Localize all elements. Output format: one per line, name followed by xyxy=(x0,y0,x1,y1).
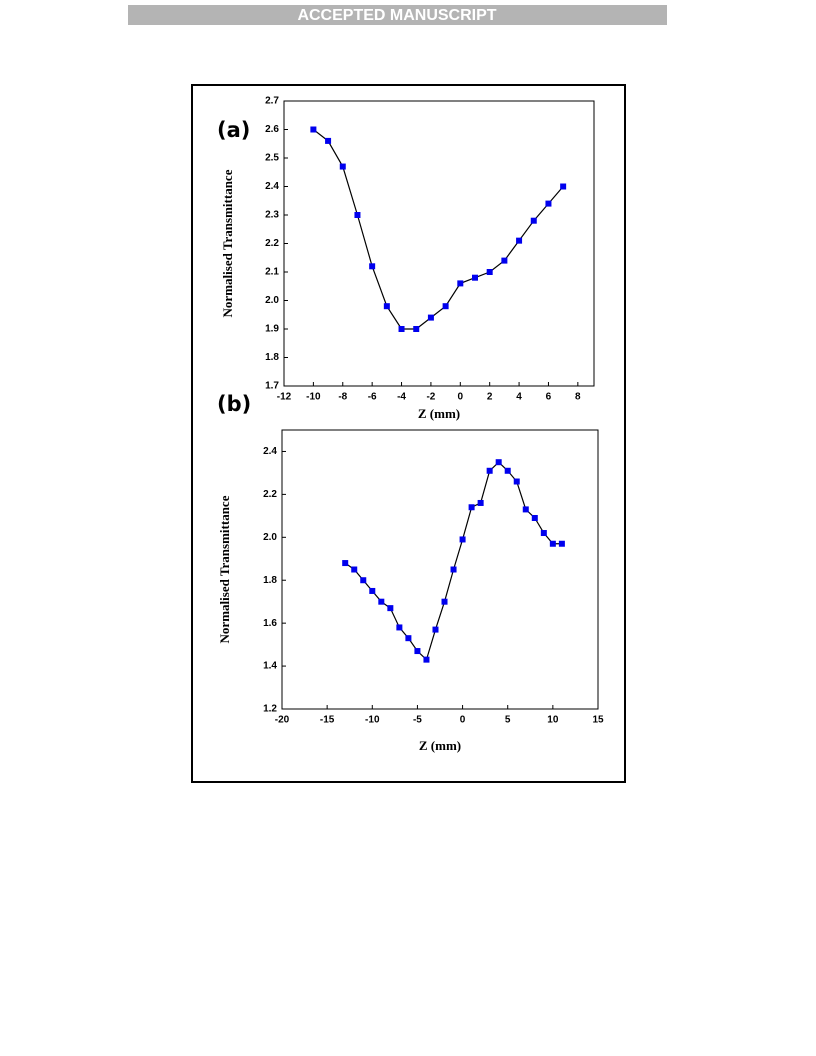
data-line xyxy=(344,461,562,661)
data-point xyxy=(378,598,385,605)
data-point xyxy=(369,263,376,270)
data-point xyxy=(468,504,475,511)
y-tick-label: 2.0 xyxy=(263,532,277,543)
data-point xyxy=(504,467,511,474)
data-point xyxy=(486,467,493,474)
data-point xyxy=(442,303,449,310)
data-point xyxy=(516,237,523,244)
data-point xyxy=(396,624,403,631)
data-point xyxy=(545,200,552,207)
data-point xyxy=(459,536,466,543)
x-axis-label: Z (mm) xyxy=(418,406,460,421)
data-point xyxy=(495,459,502,466)
x-tick-label: -12 xyxy=(277,392,292,403)
data-point xyxy=(369,587,376,594)
data-point xyxy=(522,506,529,513)
plot-area xyxy=(281,429,599,710)
data-point xyxy=(325,137,332,144)
y-tick-label: 2.2 xyxy=(263,489,277,500)
banner-text: ACCEPTED MANUSCRIPT xyxy=(297,7,496,24)
x-tick-label: 4 xyxy=(516,392,522,403)
data-point xyxy=(383,303,390,310)
data-point xyxy=(351,566,358,573)
data-point xyxy=(342,560,349,567)
y-tick-label: 2.4 xyxy=(265,181,279,192)
y-tick-label: 1.8 xyxy=(263,575,277,586)
x-tick-label: 8 xyxy=(575,392,581,403)
panel-label: (b) xyxy=(217,392,251,416)
x-tick-label: 5 xyxy=(505,715,511,726)
y-tick-label: 1.6 xyxy=(263,618,277,629)
y-tick-label: 2.5 xyxy=(265,153,279,164)
data-line xyxy=(313,129,564,330)
data-point xyxy=(540,530,547,537)
data-point xyxy=(560,183,567,190)
data-point xyxy=(486,269,493,275)
x-tick-label: -10 xyxy=(306,392,321,403)
panel-label: (a) xyxy=(217,118,250,142)
data-point xyxy=(513,478,520,485)
x-tick-label: -15 xyxy=(320,715,335,726)
data-point xyxy=(360,577,367,584)
data-point xyxy=(531,514,538,521)
data-point xyxy=(414,648,421,655)
x-tick-label: -6 xyxy=(368,392,377,403)
data-point xyxy=(405,635,412,642)
y-axis-label: Normalised Transmittance xyxy=(217,495,232,643)
x-tick-label: 0 xyxy=(458,392,464,403)
figure-frame xyxy=(191,84,626,783)
data-point xyxy=(423,656,430,663)
y-tick-label: 1.4 xyxy=(263,661,277,672)
x-tick-label: -2 xyxy=(426,392,435,403)
data-point xyxy=(530,217,537,224)
x-tick-label: 15 xyxy=(592,715,604,726)
y-tick-label: 2.4 xyxy=(263,446,277,457)
data-point xyxy=(558,540,565,547)
y-axis-label: Normalised Transmittance xyxy=(220,169,235,317)
data-point xyxy=(387,605,394,612)
data-point xyxy=(339,163,346,170)
x-tick-label: 6 xyxy=(546,392,552,403)
y-tick-label: 2.0 xyxy=(265,295,279,306)
x-tick-label: -4 xyxy=(397,392,406,403)
x-tick-label: 2 xyxy=(487,392,493,403)
y-tick-label: 1.2 xyxy=(263,704,277,715)
banner-bar xyxy=(128,5,667,25)
y-tick-label: 1.8 xyxy=(265,352,279,363)
y-tick-label: 2.2 xyxy=(265,238,279,249)
data-point xyxy=(354,212,361,218)
x-tick-label: -5 xyxy=(413,715,422,726)
x-tick-label: -8 xyxy=(338,392,347,403)
data-point xyxy=(549,540,556,547)
data-point xyxy=(310,126,317,133)
data-point xyxy=(501,257,508,264)
y-tick-label: 1.7 xyxy=(265,381,279,392)
y-tick-label: 2.1 xyxy=(265,267,279,278)
y-tick-label: 1.9 xyxy=(265,324,279,335)
y-tick-label: 2.3 xyxy=(265,210,279,221)
data-point xyxy=(432,626,439,633)
x-tick-label: -10 xyxy=(365,715,380,726)
x-tick-label: -20 xyxy=(275,715,290,726)
data-point xyxy=(477,499,484,506)
data-point xyxy=(450,566,457,573)
y-tick-label: 2.6 xyxy=(265,124,279,135)
x-axis-label: Z (mm) xyxy=(419,738,461,753)
data-point xyxy=(413,326,420,332)
data-point xyxy=(441,598,448,605)
data-point xyxy=(398,326,405,332)
data-point xyxy=(427,314,434,321)
data-point xyxy=(457,280,464,287)
data-point xyxy=(471,274,478,281)
x-tick-label: 0 xyxy=(460,715,466,726)
x-tick-label: 10 xyxy=(547,715,559,726)
y-tick-label: 2.7 xyxy=(265,96,279,107)
